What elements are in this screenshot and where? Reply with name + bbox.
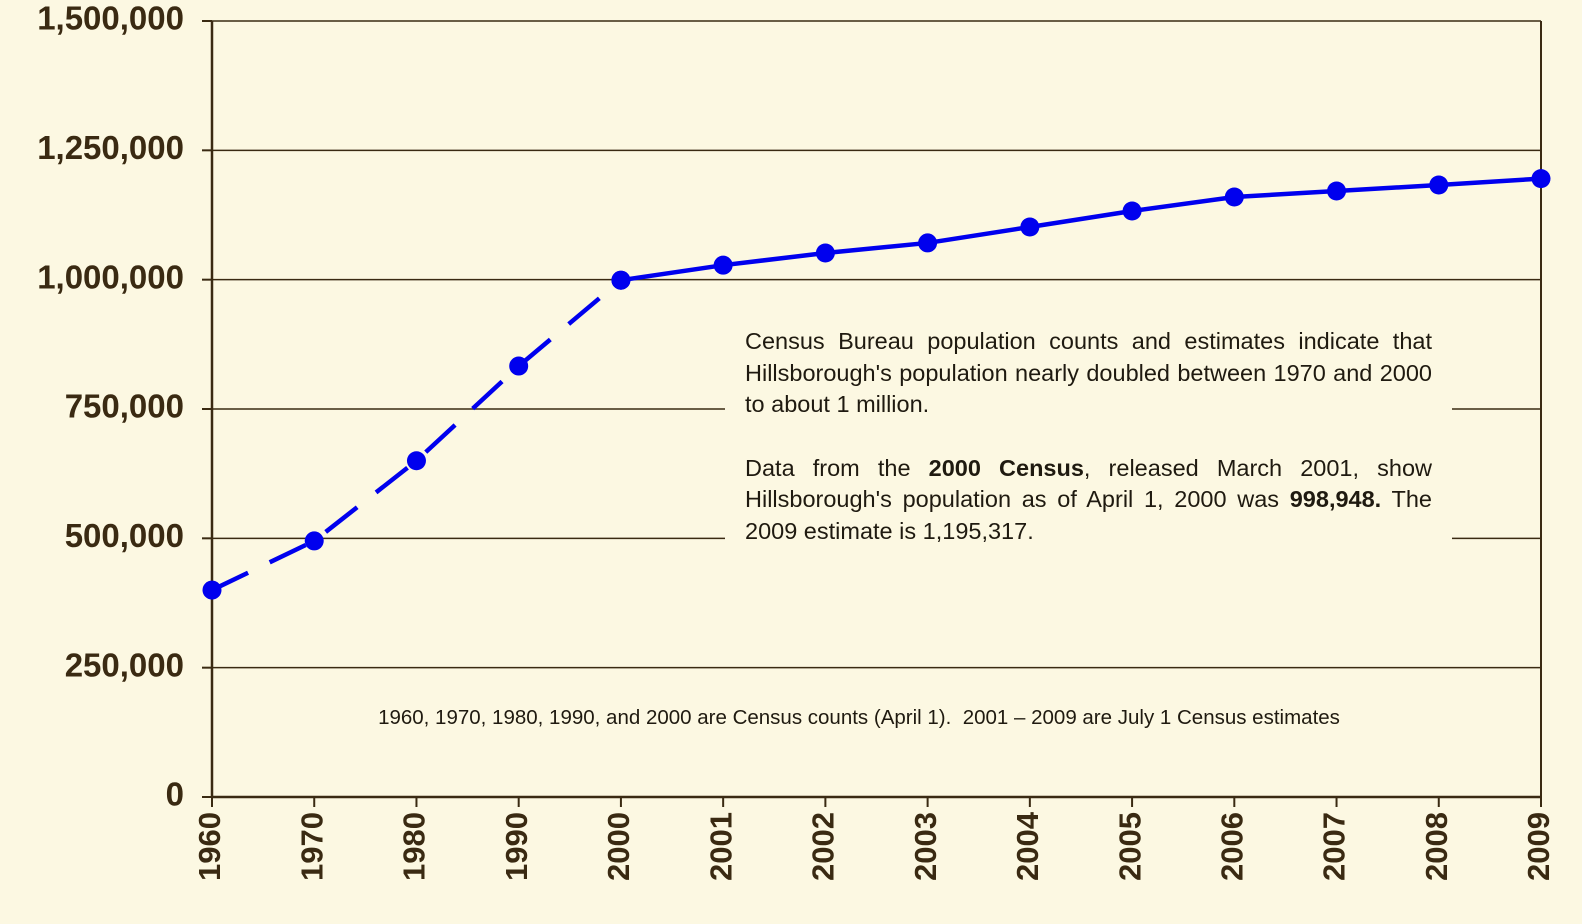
y-tick-label: 250,000 (65, 646, 184, 683)
annotation-paragraph: Census Bureau population counts and esti… (745, 326, 1432, 421)
x-tick-label: 1980 (397, 812, 432, 881)
data-point (304, 531, 324, 551)
x-tick-label: 2006 (1214, 812, 1249, 881)
annotation-text: , released March 2001, show Hillsborough… (745, 454, 1432, 513)
x-tick-label: 2000 (601, 812, 636, 881)
data-point (815, 243, 835, 263)
annotation-text: 2000 Census (928, 454, 1084, 481)
data-point (1224, 187, 1244, 207)
y-tick-label: 1,000,000 (37, 258, 184, 295)
annotation-text: 998,948. (1289, 486, 1382, 512)
y-tick-label: 1,500,000 (37, 0, 184, 37)
x-tick-label: 2005 (1112, 812, 1147, 881)
data-point (1429, 175, 1449, 195)
x-tick-label: 1990 (499, 812, 534, 881)
data-point (202, 580, 222, 600)
data-point (1020, 217, 1040, 237)
x-tick-label: 1960 (192, 812, 227, 881)
y-tick-label: 500,000 (65, 517, 184, 554)
x-tick-label: 1970 (294, 812, 329, 881)
data-line (620, 176, 1542, 283)
y-tick-label: 0 (166, 776, 184, 813)
x-tick-label: 2004 (1010, 811, 1045, 881)
data-point (406, 451, 426, 471)
data-point (1531, 169, 1551, 189)
data-point (713, 255, 733, 275)
data-line (211, 278, 623, 593)
data-point (1327, 181, 1347, 201)
data-point (509, 356, 529, 376)
y-tick-label: 1,250,000 (37, 129, 184, 166)
annotation-text: Census Bureau population counts and esti… (745, 328, 1432, 417)
x-tick-label: 2008 (1419, 812, 1454, 881)
annotation-box: Census Bureau population counts and esti… (725, 318, 1452, 561)
x-tick-label: 2001 (703, 812, 738, 881)
data-point (611, 270, 631, 290)
x-tick-label: 2007 (1317, 812, 1352, 881)
x-tick-label: 2002 (806, 812, 841, 881)
x-tick-label: 2009 (1521, 812, 1556, 881)
x-tick-label: 2003 (908, 812, 943, 881)
data-point (1122, 201, 1142, 221)
annotation-paragraph: Data from the 2000 Census, released Marc… (745, 453, 1432, 548)
annotation-text: Data from the (745, 454, 929, 481)
data-point (918, 233, 938, 253)
footnote: 1960, 1970, 1980, 1990, and 2000 are Cen… (378, 706, 1340, 729)
y-tick-label: 750,000 (65, 388, 184, 425)
annotation-text: The 2009 estimate is 1,195,317. (745, 486, 1432, 544)
